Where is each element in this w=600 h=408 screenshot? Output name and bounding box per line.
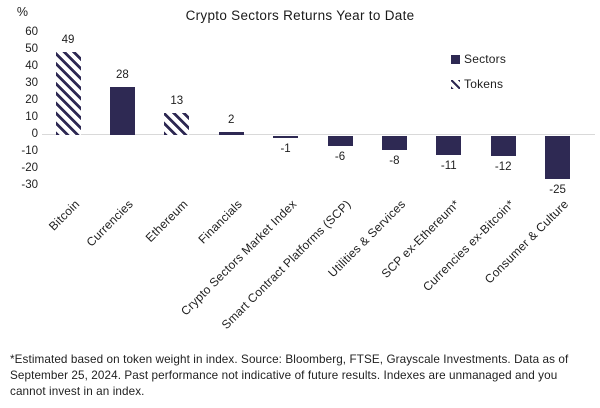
x-tick-label: Financials bbox=[195, 197, 246, 247]
value-label: -6 bbox=[334, 151, 346, 164]
solid-square-icon bbox=[451, 54, 460, 64]
x-tick-label: Bitcoin bbox=[45, 197, 82, 234]
bar-bitcoin bbox=[55, 51, 81, 135]
bar-currencies-ex-bitcoin- bbox=[490, 136, 516, 157]
legend: Sectors Tokens bbox=[451, 52, 506, 102]
x-tick-label: Currencies bbox=[83, 197, 137, 250]
value-label: -12 bbox=[494, 161, 512, 174]
bar-utilities-services bbox=[381, 136, 407, 150]
bar-smart-contract-platforms-scp- bbox=[327, 136, 353, 147]
legend-label: Sectors bbox=[464, 52, 507, 66]
y-tick-label: 10 bbox=[25, 111, 38, 123]
y-tick-label: 20 bbox=[25, 94, 38, 106]
footnote-line: *Estimated based on token weight in inde… bbox=[10, 353, 569, 366]
y-tick-label: 40 bbox=[25, 60, 38, 72]
x-tick-label: Ethereum bbox=[142, 197, 191, 245]
footnote-line: September 25, 2024. Past performance not… bbox=[10, 369, 558, 382]
value-label: -11 bbox=[440, 159, 457, 172]
value-label: 13 bbox=[170, 94, 184, 107]
footnote-line: cannot invest in an index. bbox=[10, 385, 145, 398]
value-label: -8 bbox=[389, 154, 400, 167]
value-label: 49 bbox=[61, 33, 75, 46]
value-label: 28 bbox=[115, 69, 129, 82]
y-tick-label: -30 bbox=[21, 179, 38, 191]
value-label: 2 bbox=[227, 113, 235, 126]
value-label: -25 bbox=[549, 183, 566, 196]
legend-item-tokens: Tokens bbox=[451, 77, 506, 91]
y-tick-label: 0 bbox=[31, 128, 38, 140]
bar-ethereum bbox=[164, 112, 190, 135]
legend-label: Tokens bbox=[464, 77, 504, 91]
y-axis-unit-label: % bbox=[16, 5, 28, 19]
y-tick-label: 60 bbox=[25, 26, 38, 38]
zero-axis-line bbox=[42, 134, 595, 135]
y-tick-label: 30 bbox=[25, 77, 38, 89]
y-tick-label: -20 bbox=[21, 162, 38, 174]
chart-title: Crypto Sectors Returns Year to Date bbox=[185, 8, 415, 23]
bar-consumer-culture bbox=[545, 136, 571, 179]
footnote: *Estimated based on token weight in inde… bbox=[10, 352, 598, 400]
bar-currencies bbox=[109, 87, 135, 135]
y-tick-label: -10 bbox=[21, 145, 38, 157]
y-tick-label: 50 bbox=[25, 43, 38, 55]
hatched-square-icon bbox=[451, 79, 460, 89]
value-label: -1 bbox=[280, 142, 291, 155]
bar-scp-ex-ethereum- bbox=[436, 136, 462, 155]
bar-financials bbox=[218, 131, 244, 135]
legend-item-sectors: Sectors bbox=[451, 52, 506, 66]
x-tick-label: Currencies ex-Bitcoin* bbox=[420, 197, 518, 294]
bar-crypto-sectors-market-index bbox=[273, 136, 299, 138]
